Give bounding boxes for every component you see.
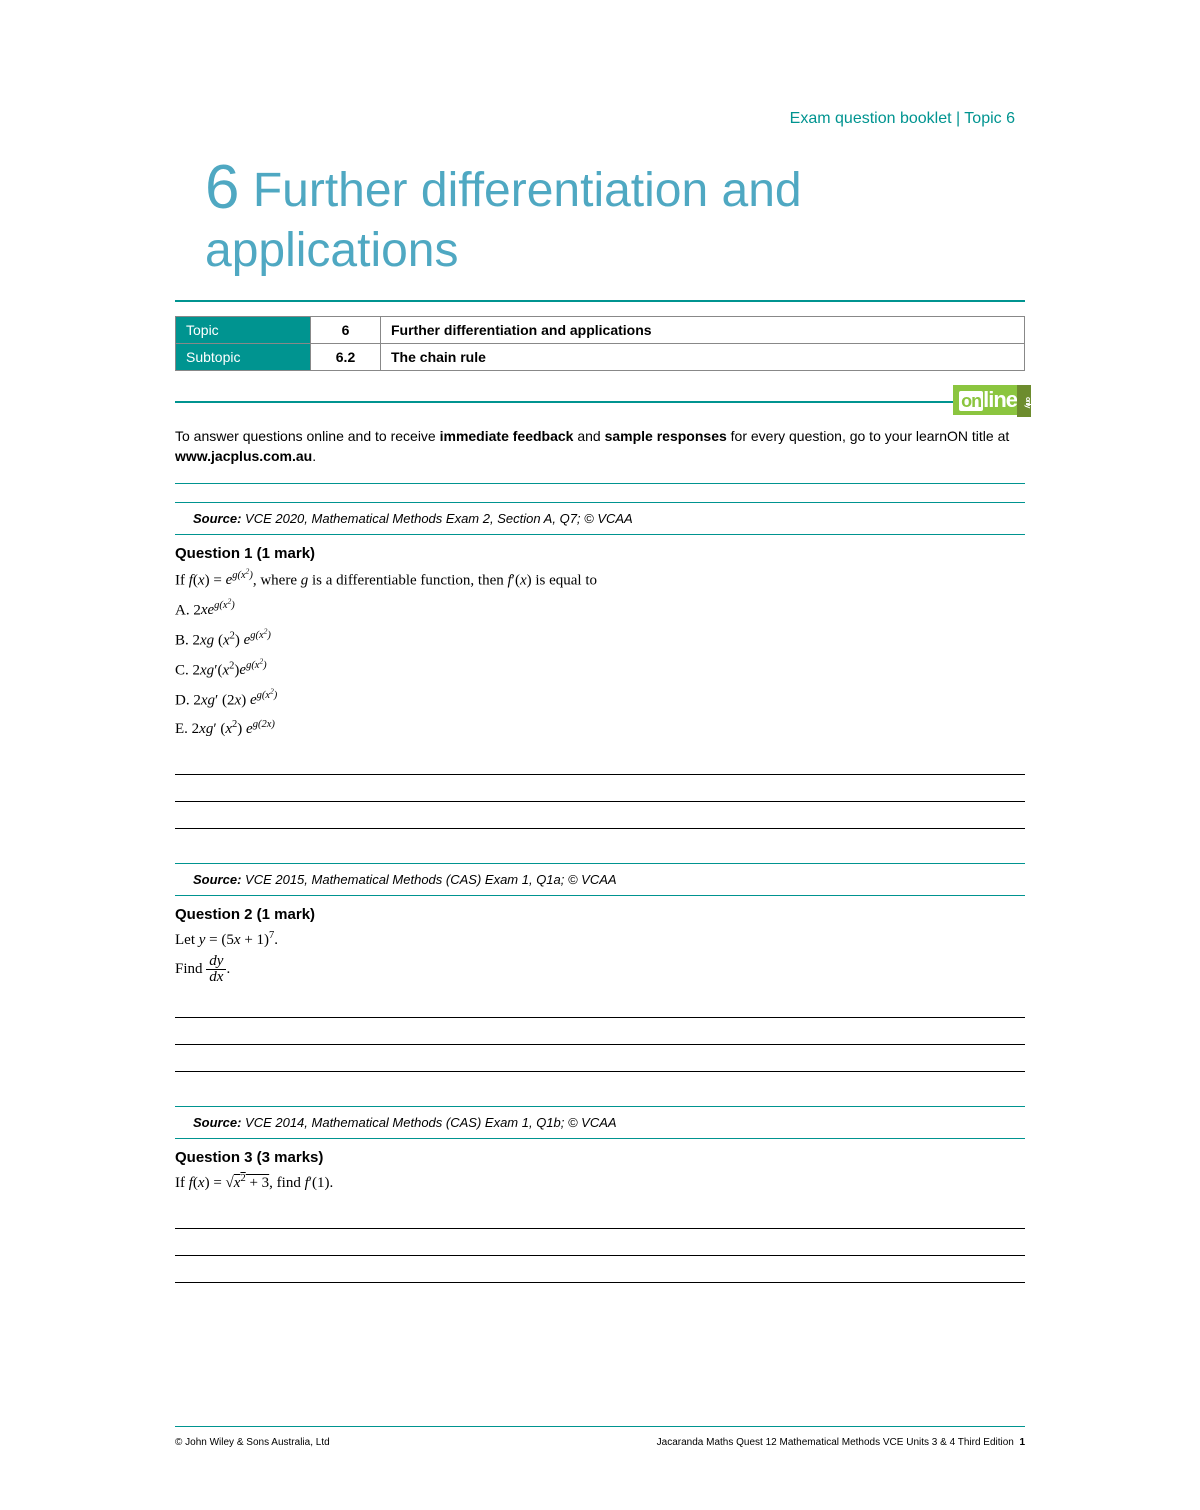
spacer	[175, 835, 1025, 845]
source-label: Source:	[193, 1115, 241, 1130]
question-body: Let y = (5x + 1)7.Find dydx.	[175, 927, 1025, 985]
online-badge: online only	[953, 385, 1025, 415]
topic-table: Topic6Further differentiation and applic…	[175, 316, 1025, 371]
topic-desc-cell: Further differentiation and applications	[381, 317, 1025, 344]
answer-line	[175, 1017, 1025, 1018]
footer-book-title: Jacaranda Maths Quest 12 Mathematical Me…	[657, 1437, 1014, 1448]
intro-bold: sample responses	[605, 428, 727, 444]
source-text: VCE 2020, Mathematical Methods Exam 2, S…	[241, 511, 632, 526]
answer-lines	[175, 1017, 1025, 1072]
topic-label-cell: Subtopic	[176, 344, 311, 371]
online-badge-row: online only	[175, 385, 1025, 409]
answer-line	[175, 828, 1025, 829]
answer-line	[175, 1228, 1025, 1229]
question-option: D. 2xg′ (2x) eg(x2)	[175, 686, 1025, 714]
source-bar: Source: VCE 2014, Mathematical Methods (…	[175, 1106, 1025, 1139]
table-row: Topic6Further differentiation and applic…	[176, 317, 1025, 344]
intro-segment: for every question, go to your learnON t…	[727, 428, 1009, 444]
answer-lines	[175, 1228, 1025, 1283]
answer-line	[175, 774, 1025, 775]
intro-text: To answer questions online and to receiv…	[175, 427, 1025, 466]
answer-lines	[175, 774, 1025, 829]
chapter-title-text: Further differentiation and applications	[205, 164, 802, 277]
source-bar: Source: VCE 2015, Mathematical Methods (…	[175, 863, 1025, 896]
answer-line	[175, 1044, 1025, 1045]
online-badge-line: line	[983, 387, 1017, 412]
topic-number-cell: 6.2	[311, 344, 381, 371]
question-option: B. 2xg (x2) eg(x2)	[175, 626, 1025, 654]
spacer	[175, 1078, 1025, 1088]
source-bar: Source: VCE 2020, Mathematical Methods E…	[175, 502, 1025, 535]
footer: © John Wiley & Sons Australia, Ltd Jacar…	[175, 1426, 1025, 1448]
footer-copyright: © John Wiley & Sons Australia, Ltd	[175, 1437, 330, 1448]
divider	[175, 401, 1025, 403]
answer-line	[175, 1255, 1025, 1256]
intro-segment: .	[312, 448, 316, 464]
table-row: Subtopic6.2The chain rule	[176, 344, 1025, 371]
answer-line	[175, 1071, 1025, 1072]
intro-bold: immediate feedback	[440, 428, 574, 444]
intro-segment: To answer questions online and to receiv…	[175, 428, 440, 444]
footer-page-number: 1	[1019, 1437, 1025, 1448]
question-title: Question 2 (1 mark)	[175, 906, 1025, 923]
answer-line	[175, 1282, 1025, 1283]
chapter-number: 6	[205, 153, 239, 222]
divider	[175, 483, 1025, 484]
question-option: E. 2xg′ (x2) eg(2x)	[175, 716, 1025, 743]
questions-container: Source: VCE 2020, Mathematical Methods E…	[175, 502, 1025, 1300]
question-title: Question 3 (3 marks)	[175, 1149, 1025, 1166]
divider	[175, 300, 1025, 302]
question-body: If f(x) = eg(x2), where g is a different…	[175, 566, 1025, 743]
intro-link-text: www.jacplus.com.au	[175, 448, 312, 464]
page-container: Exam question booklet | Topic 6 6 Furthe…	[175, 0, 1025, 1299]
question-title: Question 1 (1 mark)	[175, 545, 1025, 562]
online-only-tab: only	[1017, 385, 1031, 417]
topic-desc-cell: The chain rule	[381, 344, 1025, 371]
intro-segment: and	[573, 428, 604, 444]
question-option: C. 2xg′(x2)eg(x2)	[175, 656, 1025, 684]
source-label: Source:	[193, 511, 241, 526]
topic-number-cell: 6	[311, 317, 381, 344]
spacer	[175, 1289, 1025, 1299]
answer-line	[175, 801, 1025, 802]
topic-label-cell: Topic	[176, 317, 311, 344]
source-text: VCE 2015, Mathematical Methods (CAS) Exa…	[241, 872, 616, 887]
source-text: VCE 2014, Mathematical Methods (CAS) Exa…	[241, 1115, 616, 1130]
chapter-title: 6 Further differentiation and applicatio…	[175, 152, 1025, 278]
question-option: A. 2xeg(x2)	[175, 596, 1025, 624]
header-label: Exam question booklet | Topic 6	[175, 110, 1025, 128]
online-badge-on: on	[959, 391, 983, 411]
footer-right: Jacaranda Maths Quest 12 Mathematical Me…	[657, 1437, 1025, 1448]
source-label: Source:	[193, 872, 241, 887]
question-body: If f(x) = √x2 + 3, find f′(1).	[175, 1170, 1025, 1197]
